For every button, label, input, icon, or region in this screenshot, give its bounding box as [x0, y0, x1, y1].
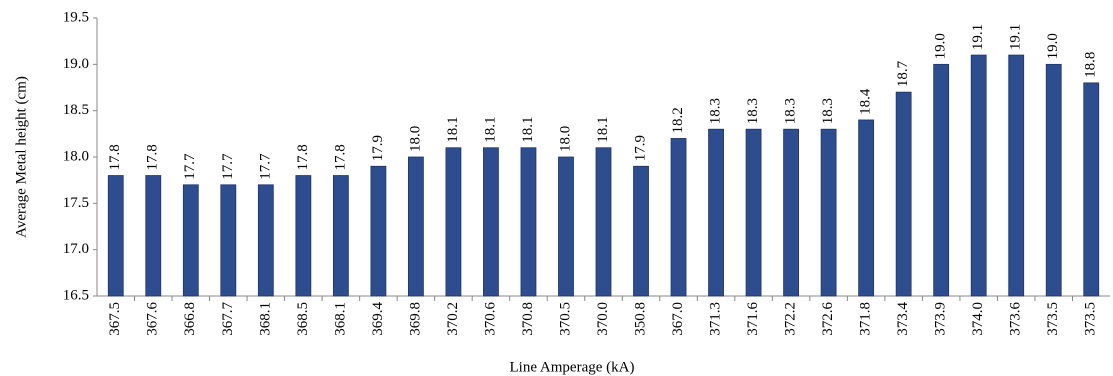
bar — [895, 91, 912, 297]
x-axis-label: Line Amperage (kA) — [510, 359, 635, 375]
x-tick-label: 366.8 — [182, 302, 198, 336]
value-label: 17.9 — [370, 135, 386, 161]
value-label: 18.3 — [820, 98, 836, 124]
value-label: 17.7 — [182, 153, 198, 180]
bar — [670, 138, 687, 297]
bar — [820, 128, 837, 297]
value-label: 19.1 — [970, 24, 986, 50]
y-tick-label: 17.0 — [63, 241, 89, 257]
bar — [220, 184, 237, 297]
value-label: 17.8 — [107, 144, 123, 170]
bar — [708, 128, 724, 297]
value-label: 17.7 — [257, 153, 273, 180]
x-tick-label: 371.6 — [745, 302, 761, 336]
value-label: 18.1 — [445, 116, 461, 142]
x-tick-label: 371.3 — [707, 302, 723, 336]
x-tick-label: 367.5 — [107, 302, 123, 336]
bar — [633, 165, 649, 297]
bar — [483, 147, 499, 297]
x-tick-label: 372.6 — [820, 302, 836, 336]
value-label: 18.1 — [520, 116, 536, 142]
value-label: 17.7 — [220, 153, 236, 180]
x-tick-label: 370.6 — [482, 302, 498, 336]
value-label: 18.1 — [482, 116, 498, 142]
value-label: 19.0 — [933, 33, 949, 59]
bar — [1083, 82, 1100, 297]
value-label: 17.9 — [632, 135, 648, 161]
y-tick-label: 19.5 — [63, 9, 89, 25]
x-tick-label: 350.8 — [632, 302, 648, 336]
value-label: 18.0 — [407, 126, 423, 152]
bar — [783, 128, 799, 297]
value-label: 19.0 — [1045, 33, 1061, 59]
x-tick-label: 373.5 — [1083, 302, 1099, 336]
y-tick-label: 18.5 — [63, 102, 89, 118]
value-label: 17.8 — [332, 144, 348, 170]
bar — [182, 184, 199, 297]
x-tick-label: 367.6 — [145, 302, 161, 336]
x-tick-label: 367.0 — [670, 302, 686, 336]
value-label: 18.3 — [783, 98, 799, 124]
x-tick-label: 373.5 — [1045, 302, 1061, 336]
bar — [257, 184, 274, 297]
value-label: 18.8 — [1083, 52, 1099, 78]
y-tick-label: 18.0 — [63, 148, 89, 164]
bar — [332, 175, 349, 297]
x-tick-label: 370.5 — [557, 302, 573, 336]
x-tick-label: 369.4 — [370, 302, 386, 336]
bar — [295, 175, 312, 297]
bar — [595, 147, 612, 297]
bar — [970, 54, 987, 297]
x-tick-label: 370.2 — [445, 302, 461, 336]
bar — [558, 156, 574, 297]
y-tick-label: 16.5 — [63, 287, 89, 303]
bar — [1008, 54, 1025, 297]
value-label: 18.7 — [895, 60, 911, 87]
bar — [107, 175, 124, 297]
value-label: 17.8 — [145, 144, 161, 170]
x-tick-label: 368.1 — [257, 302, 273, 336]
bar — [520, 147, 537, 297]
bar — [370, 165, 387, 297]
bar — [858, 119, 875, 297]
x-tick-label: 373.9 — [933, 302, 949, 336]
bar — [933, 63, 950, 297]
value-label: 18.0 — [557, 126, 573, 152]
bar — [408, 156, 424, 297]
value-label: 18.1 — [595, 116, 611, 142]
x-tick-label: 374.0 — [970, 302, 986, 336]
x-tick-label: 369.8 — [407, 302, 423, 336]
x-tick-label: 372.2 — [783, 302, 799, 336]
x-tick-label: 370.8 — [520, 302, 536, 336]
y-axis-label: Average Metal height (cm) — [13, 76, 29, 238]
value-label: 18.3 — [707, 98, 723, 124]
value-label: 18.2 — [670, 107, 686, 133]
x-tick-label: 371.8 — [858, 302, 874, 336]
bar — [445, 147, 462, 297]
x-tick-label: 373.4 — [895, 302, 911, 336]
bar — [145, 175, 162, 297]
x-tick-label: 368.1 — [332, 302, 348, 336]
value-label: 17.8 — [295, 144, 311, 170]
bar — [1045, 63, 1062, 297]
value-label: 18.4 — [858, 88, 874, 115]
value-label: 19.1 — [1008, 24, 1024, 50]
x-tick-label: 373.6 — [1008, 302, 1024, 336]
bar — [745, 128, 762, 297]
x-tick-label: 370.0 — [595, 302, 611, 336]
x-tick-label: 367.7 — [220, 302, 236, 336]
value-label: 18.3 — [745, 98, 761, 124]
y-tick-label: 17.5 — [63, 195, 89, 211]
y-tick-label: 19.0 — [63, 56, 89, 72]
x-tick-label: 368.5 — [295, 302, 311, 336]
